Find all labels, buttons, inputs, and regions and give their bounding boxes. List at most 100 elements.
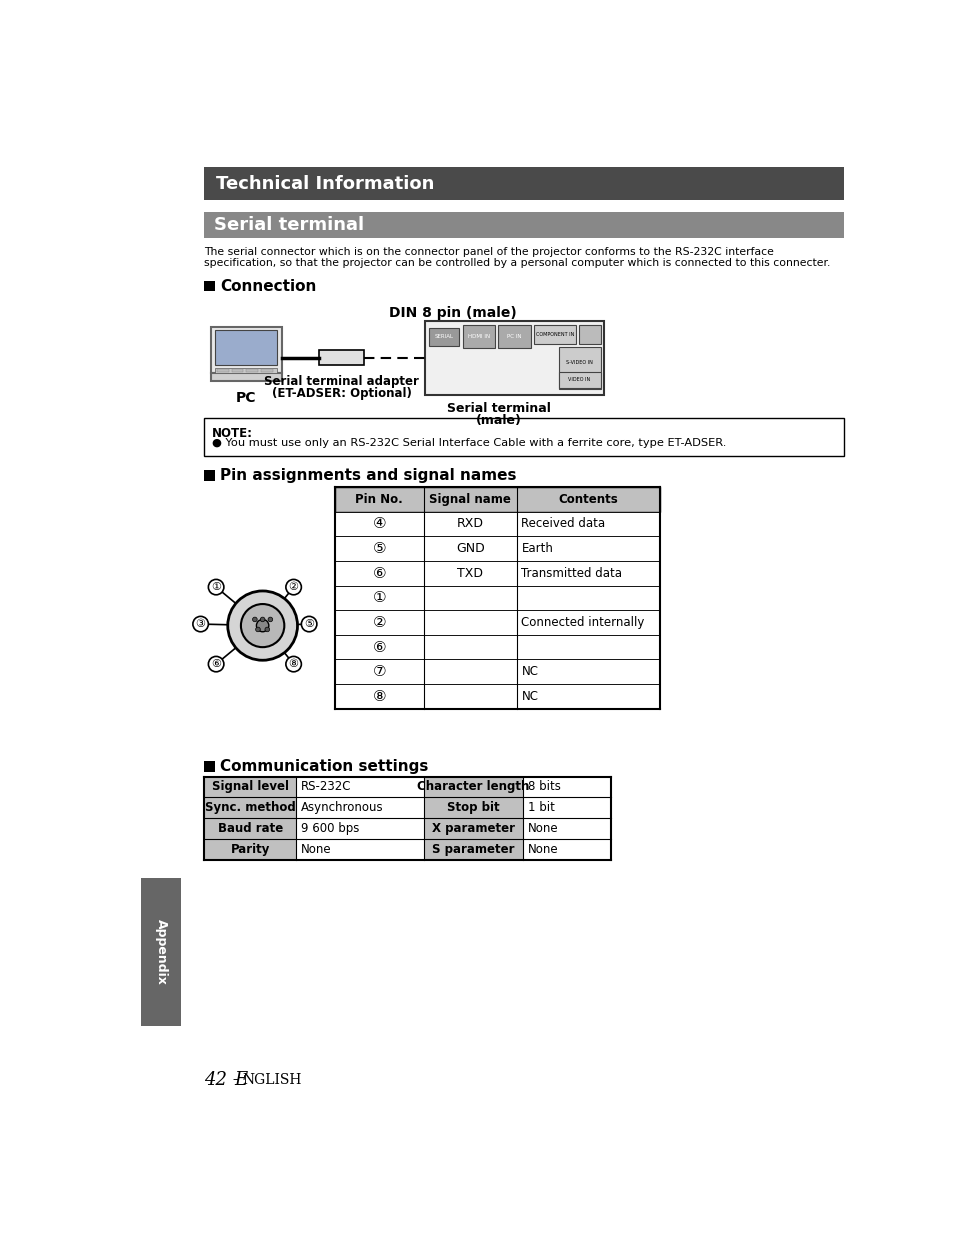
Text: Received data: Received data bbox=[521, 517, 605, 531]
Text: Connection: Connection bbox=[220, 279, 316, 294]
Bar bbox=[335, 536, 659, 561]
Text: ⑦: ⑦ bbox=[372, 664, 386, 679]
Text: ⑤: ⑤ bbox=[372, 541, 386, 556]
Text: 42 -: 42 - bbox=[204, 1071, 245, 1089]
Text: X parameter: X parameter bbox=[432, 823, 515, 835]
Bar bbox=[335, 659, 659, 684]
Text: Pin assignments and signal names: Pin assignments and signal names bbox=[220, 468, 516, 483]
Text: ②: ② bbox=[289, 582, 298, 592]
Text: ①: ① bbox=[372, 590, 386, 605]
Text: Transmitted data: Transmitted data bbox=[521, 567, 621, 579]
Text: Connected internally: Connected internally bbox=[521, 616, 644, 629]
Bar bbox=[204, 761, 215, 772]
Text: NOTE:: NOTE: bbox=[212, 427, 253, 440]
Text: Appendix: Appendix bbox=[154, 919, 168, 986]
Text: Serial terminal: Serial terminal bbox=[213, 216, 363, 235]
Text: RS-232C: RS-232C bbox=[300, 781, 351, 793]
Bar bbox=[319, 350, 364, 366]
Text: ● You must use only an RS-232C Serial Interface Cable with a ferrite core, type : ● You must use only an RS-232C Serial In… bbox=[212, 438, 726, 448]
Bar bbox=[141, 878, 181, 1026]
Text: Serial terminal: Serial terminal bbox=[447, 403, 551, 415]
Bar bbox=[429, 327, 458, 346]
Text: ⑧: ⑧ bbox=[372, 689, 386, 704]
Text: ⑥: ⑥ bbox=[372, 566, 386, 580]
Bar bbox=[423, 777, 522, 798]
Text: TXD: TXD bbox=[456, 567, 483, 579]
Circle shape bbox=[286, 579, 301, 595]
Circle shape bbox=[268, 618, 273, 621]
Text: Character length: Character length bbox=[416, 781, 529, 793]
Bar bbox=[232, 369, 243, 372]
Text: COMPONENT IN: COMPONENT IN bbox=[535, 332, 574, 337]
Bar bbox=[261, 369, 273, 372]
Circle shape bbox=[253, 618, 257, 621]
Text: GND: GND bbox=[456, 542, 484, 555]
Text: ②: ② bbox=[372, 615, 386, 630]
Bar bbox=[558, 347, 600, 389]
Bar bbox=[215, 368, 277, 373]
Bar bbox=[204, 280, 215, 291]
Text: VIDEO IN: VIDEO IN bbox=[568, 378, 590, 383]
Bar bbox=[204, 839, 295, 860]
Bar bbox=[204, 417, 843, 456]
Bar bbox=[578, 325, 599, 343]
Circle shape bbox=[260, 618, 265, 621]
Bar bbox=[204, 471, 215, 480]
Text: 8 bits: 8 bits bbox=[527, 781, 560, 793]
Bar bbox=[204, 798, 295, 818]
Text: Earth: Earth bbox=[521, 542, 553, 555]
Bar bbox=[335, 585, 659, 610]
Bar bbox=[558, 372, 600, 389]
Text: PC: PC bbox=[235, 390, 255, 405]
Text: Asynchronous: Asynchronous bbox=[300, 802, 383, 814]
Bar bbox=[335, 561, 659, 585]
Circle shape bbox=[241, 604, 284, 647]
Text: The serial connector which is on the connector panel of the projector conforms t: The serial connector which is on the con… bbox=[204, 247, 774, 257]
Text: Contents: Contents bbox=[558, 493, 618, 506]
Text: NC: NC bbox=[521, 666, 537, 678]
Bar bbox=[216, 369, 229, 372]
Text: NC: NC bbox=[521, 690, 537, 703]
Text: S parameter: S parameter bbox=[432, 842, 514, 856]
Circle shape bbox=[301, 616, 316, 632]
Text: Baud rate: Baud rate bbox=[217, 823, 282, 835]
Circle shape bbox=[265, 627, 270, 632]
Text: Parity: Parity bbox=[231, 842, 270, 856]
Text: ③: ③ bbox=[195, 619, 206, 629]
Bar bbox=[211, 373, 282, 380]
Text: NGLISH: NGLISH bbox=[242, 1073, 301, 1087]
Text: ⑤: ⑤ bbox=[304, 619, 314, 629]
Text: Signal level: Signal level bbox=[212, 781, 289, 793]
Circle shape bbox=[286, 656, 301, 672]
Circle shape bbox=[255, 627, 260, 632]
Bar bbox=[246, 369, 257, 372]
Bar bbox=[423, 798, 522, 818]
Text: ④: ④ bbox=[372, 516, 386, 531]
Text: Communication settings: Communication settings bbox=[220, 760, 428, 774]
Bar bbox=[204, 818, 295, 839]
Text: Pin No.: Pin No. bbox=[355, 493, 403, 506]
Bar bbox=[335, 610, 659, 635]
Bar bbox=[215, 330, 277, 366]
Circle shape bbox=[208, 656, 224, 672]
Text: SERIAL: SERIAL bbox=[434, 335, 453, 340]
Text: Signal name: Signal name bbox=[429, 493, 511, 506]
Text: ①: ① bbox=[211, 582, 221, 592]
Bar bbox=[423, 839, 522, 860]
Text: ⑥: ⑥ bbox=[211, 659, 221, 669]
Text: (ET-ADSER: Optional): (ET-ADSER: Optional) bbox=[272, 387, 411, 400]
Bar bbox=[462, 325, 495, 348]
Text: Stop bit: Stop bit bbox=[447, 802, 499, 814]
Text: Sync. method: Sync. method bbox=[205, 802, 295, 814]
Text: Technical Information: Technical Information bbox=[216, 174, 434, 193]
Bar bbox=[534, 325, 576, 343]
Text: 9 600 bps: 9 600 bps bbox=[300, 823, 358, 835]
Bar bbox=[335, 511, 659, 536]
Bar bbox=[335, 635, 659, 659]
Circle shape bbox=[228, 592, 297, 661]
Text: DIN 8 pin (male): DIN 8 pin (male) bbox=[388, 306, 516, 320]
Bar bbox=[497, 325, 530, 348]
Text: ⑧: ⑧ bbox=[289, 659, 298, 669]
Text: Serial terminal adapter: Serial terminal adapter bbox=[264, 375, 418, 388]
Bar bbox=[335, 684, 659, 709]
